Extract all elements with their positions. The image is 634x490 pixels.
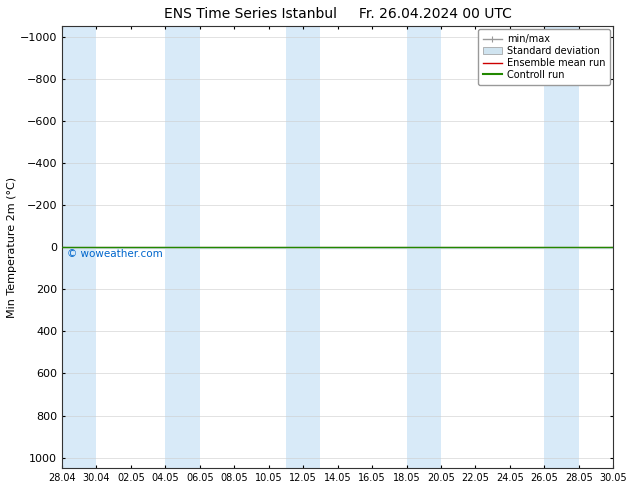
Title: ENS Time Series Istanbul     Fr. 26.04.2024 00 UTC: ENS Time Series Istanbul Fr. 26.04.2024 … [164,7,512,21]
Bar [165,26,200,468]
Text: © woweather.com: © woweather.com [67,249,163,259]
Legend: min/max, Standard deviation, Ensemble mean run, Controll run: min/max, Standard deviation, Ensemble me… [478,29,611,85]
Y-axis label: Min Temperature 2m (°C): Min Temperature 2m (°C) [7,177,17,318]
Bar [286,26,320,468]
Bar [62,26,96,468]
Bar [545,26,579,468]
Bar [406,26,441,468]
